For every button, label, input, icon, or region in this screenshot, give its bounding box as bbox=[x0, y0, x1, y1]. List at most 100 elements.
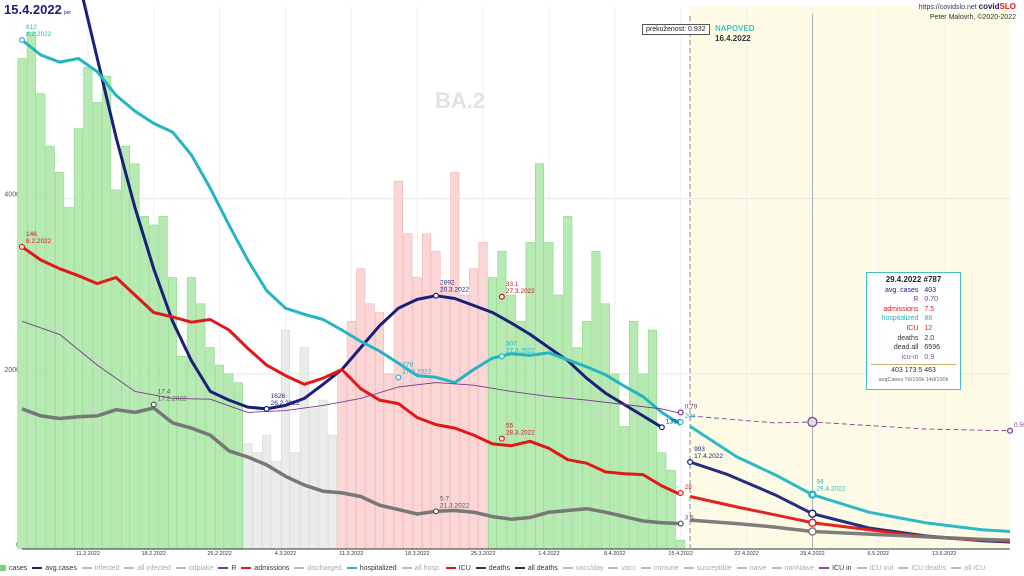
legend-item[interactable]: odplake bbox=[175, 564, 214, 572]
case-bar bbox=[647, 329, 657, 550]
case-bar bbox=[563, 215, 573, 550]
chart-legend: cases avg.cases infected all infected odplak… bbox=[0, 560, 1024, 576]
case-bar bbox=[280, 329, 291, 550]
tooltip-footer: 403 173.5 463 avgCases 7d/100k 14d/100k bbox=[871, 364, 956, 385]
tooltip-row-label: R bbox=[913, 296, 919, 304]
legend-item[interactable]: all deaths bbox=[514, 565, 558, 572]
legend-label: all hosp. bbox=[414, 564, 441, 572]
case-bar bbox=[92, 102, 102, 550]
case-bar bbox=[290, 452, 300, 550]
series-line bbox=[21, 406, 681, 526]
tooltip-row-label: ICU bbox=[906, 324, 919, 332]
case-bar bbox=[36, 93, 46, 550]
annotation-label: 20.3.2022 bbox=[440, 287, 469, 294]
x-tick-label: 18.3.2022 bbox=[405, 551, 429, 557]
case-bar bbox=[450, 172, 460, 550]
case-bar bbox=[186, 277, 196, 550]
legend-swatch bbox=[346, 567, 357, 569]
tooltip-row-value: 403 bbox=[924, 286, 937, 294]
tooltip-row-label: admissions bbox=[883, 305, 919, 313]
case-bar bbox=[487, 277, 498, 550]
annotation-point bbox=[658, 424, 665, 431]
excess-infection-box: prekuženost: 0.932 bbox=[642, 24, 710, 35]
legend-label: infected bbox=[94, 564, 120, 572]
legend-item[interactable]: nonNaive bbox=[771, 565, 814, 572]
legend-label: odplake bbox=[188, 564, 214, 572]
legend-item[interactable]: immune bbox=[640, 565, 679, 572]
legend-item[interactable]: naive bbox=[736, 565, 767, 572]
tooltip-row-value: 2.0 bbox=[924, 334, 935, 342]
hover-tooltip: 29.4.2022 #787 avg. cases 403 R 0.70 admissi… bbox=[866, 272, 961, 390]
tooltip-row-label: hospitalized bbox=[881, 315, 919, 323]
legend-label: all infected bbox=[137, 564, 171, 572]
annotation-point bbox=[395, 374, 402, 381]
case-bar bbox=[582, 320, 592, 550]
annotation-label: 3.6 bbox=[685, 515, 694, 522]
tooltip-row-label: deaths bbox=[897, 334, 919, 342]
legend-label: vacc bbox=[621, 564, 636, 572]
case-bar bbox=[299, 347, 309, 550]
tooltip-row: hospitalized 88 bbox=[871, 314, 956, 324]
annotation-label: 28.3.2022 bbox=[506, 430, 535, 437]
legend-swatch bbox=[608, 567, 619, 569]
legend-item[interactable]: all hosp. bbox=[401, 564, 441, 572]
case-bar bbox=[309, 408, 319, 550]
annotation-label: 0.59 bbox=[1014, 422, 1024, 429]
legend-swatch bbox=[175, 567, 186, 569]
legend-item[interactable]: ICU bbox=[445, 565, 471, 572]
prediction-label: NAPOVED 16.4.2022 bbox=[715, 24, 755, 44]
legend-item[interactable]: R bbox=[218, 565, 236, 572]
legend-swatch bbox=[124, 567, 135, 569]
legend-item[interactable]: admissions bbox=[241, 565, 289, 572]
legend-item[interactable]: infected bbox=[81, 564, 120, 572]
annotation-label: 27.3.2022 bbox=[506, 288, 535, 295]
case-bar bbox=[356, 268, 366, 550]
annotation-label: 993 bbox=[694, 446, 705, 453]
tooltip-row: R 0.70 bbox=[871, 295, 956, 305]
legend-item[interactable]: hospitalized bbox=[346, 565, 397, 572]
case-bar bbox=[111, 189, 121, 550]
legend-swatch bbox=[736, 567, 747, 569]
legend-item[interactable]: all ICU bbox=[951, 565, 985, 572]
legend-item[interactable]: ICU in bbox=[819, 565, 852, 572]
case-bar bbox=[233, 382, 243, 550]
case-bar bbox=[139, 215, 149, 550]
legend-item[interactable]: avg.cases bbox=[32, 565, 77, 572]
case-bar bbox=[337, 373, 347, 550]
annotation-point bbox=[19, 36, 26, 43]
legend-swatch bbox=[562, 567, 573, 569]
case-bar bbox=[17, 58, 27, 550]
legend-swatch bbox=[81, 567, 92, 569]
legend-item[interactable]: discharged bbox=[294, 565, 342, 572]
tooltip-row-label: dead.all bbox=[893, 344, 919, 352]
annotation-point bbox=[677, 489, 684, 496]
site-url-link[interactable]: https://covidslo.net bbox=[918, 4, 977, 11]
legend-item[interactable]: ICU out bbox=[856, 565, 893, 572]
tooltip-title: 29.4.2022 #787 bbox=[885, 275, 942, 284]
tooltip-footer-values: 403 173.5 463 bbox=[891, 367, 936, 375]
legend-item[interactable]: ICU deaths bbox=[898, 565, 946, 572]
annotation-label: 0.79 bbox=[685, 403, 698, 410]
legend-item[interactable]: vacc bbox=[608, 564, 636, 572]
legend-item[interactable]: cases bbox=[0, 565, 27, 572]
legend-swatch bbox=[898, 567, 909, 569]
tooltip-row: deaths 2.0 bbox=[871, 334, 956, 344]
legend-item[interactable]: vacc/day bbox=[562, 565, 603, 572]
forecast-background bbox=[690, 6, 1010, 549]
prediction-date: 16.4.2022 bbox=[715, 34, 751, 43]
annotation-point bbox=[263, 405, 270, 412]
annotation-label: 55 bbox=[506, 423, 514, 430]
annotation-point bbox=[677, 409, 684, 416]
legend-item[interactable]: deaths bbox=[475, 565, 510, 572]
annotation-point bbox=[433, 508, 440, 515]
x-tick-label: 18.2.2022 bbox=[141, 551, 165, 557]
legend-item[interactable]: all infected bbox=[124, 564, 171, 572]
case-bar bbox=[215, 364, 225, 550]
series-line bbox=[21, 320, 681, 414]
legend-item[interactable]: susceptible bbox=[683, 565, 732, 572]
annotation-label: 2892 bbox=[440, 280, 455, 287]
chart-date-title: 15.4.2022 pet bbox=[4, 2, 71, 17]
annotation-label: 27.3.2022 bbox=[506, 347, 535, 354]
annotation-label: 5.7 bbox=[440, 495, 449, 502]
